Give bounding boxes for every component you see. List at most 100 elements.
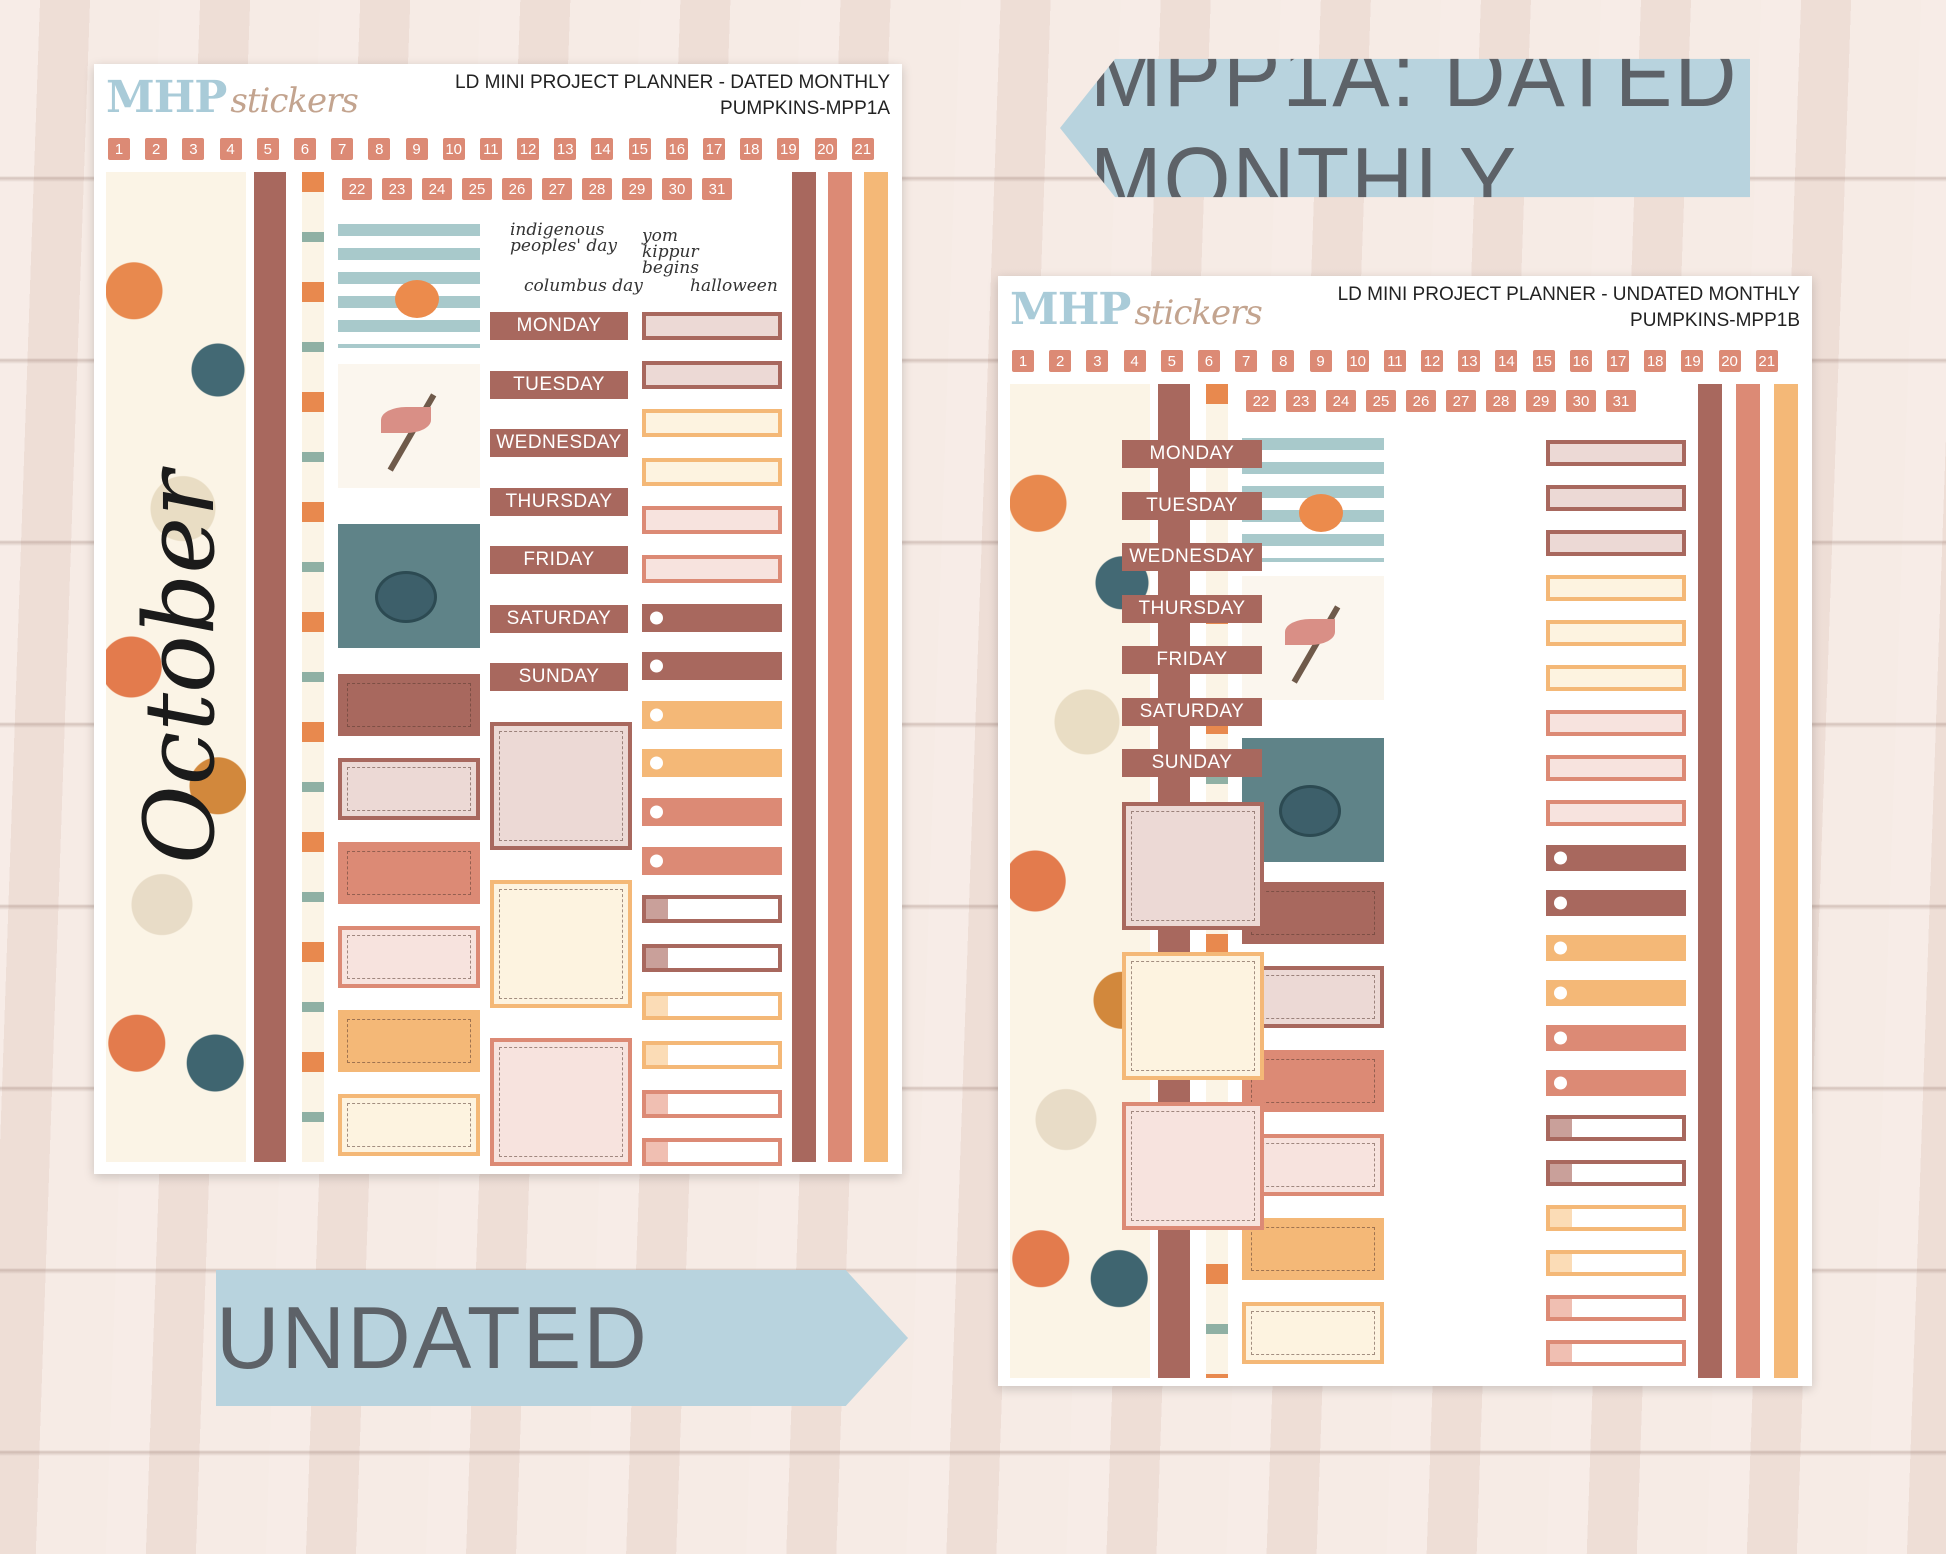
box-sticker bbox=[338, 842, 480, 904]
sheet-header: LD MINI PROJECT PLANNER - DATED MONTHLY … bbox=[455, 70, 890, 122]
date-number: 18 bbox=[740, 138, 763, 160]
box-dash bbox=[347, 683, 471, 727]
holiday-label: indigenous peoples' day bbox=[510, 220, 617, 256]
date-number: 1 bbox=[1012, 350, 1034, 372]
checklist-bar bbox=[1546, 440, 1686, 466]
date-number: 20 bbox=[1718, 350, 1741, 372]
weekday-label: THURSDAY bbox=[490, 487, 628, 516]
date-number: 10 bbox=[442, 138, 465, 160]
date-number: 16 bbox=[665, 138, 688, 160]
mini-box-bar bbox=[642, 943, 782, 972]
date-number: 15 bbox=[1532, 350, 1555, 372]
date-row-1: 1 2 3 4 5 6 7 8 9 10 11 12 13 14 15 16 17 18 19 20 21 bbox=[1012, 350, 1793, 372]
date-number: 22 bbox=[342, 178, 372, 200]
dot-bar bbox=[1546, 890, 1686, 916]
date-number: 23 bbox=[382, 178, 412, 200]
brand-logo: MHP stickers bbox=[1010, 284, 1263, 335]
box-dash bbox=[1251, 1311, 1375, 1355]
date-number: 13 bbox=[554, 138, 577, 160]
leaves-sticker bbox=[338, 364, 480, 488]
pumpkin-pattern-strip bbox=[106, 172, 246, 1162]
box-sticker bbox=[1242, 1302, 1384, 1364]
date-number: 15 bbox=[628, 138, 651, 160]
date-number: 26 bbox=[502, 178, 532, 200]
date-number: 7 bbox=[1235, 350, 1258, 372]
box-dash bbox=[347, 1103, 471, 1147]
date-number: 6 bbox=[1197, 350, 1220, 372]
checklist-bar bbox=[1546, 800, 1686, 826]
date-number: 14 bbox=[1495, 350, 1518, 372]
dot-bar bbox=[642, 652, 782, 681]
date-number: 25 bbox=[1366, 390, 1396, 412]
weekday-label: FRIDAY bbox=[1122, 646, 1262, 674]
box-dash bbox=[1131, 961, 1255, 1071]
checklist-bar bbox=[1546, 710, 1686, 736]
date-row-2: 22 23 24 25 26 27 28 29 30 31 bbox=[1246, 390, 1646, 412]
date-row-2: 22 23 24 25 26 27 28 29 30 31 bbox=[342, 178, 742, 200]
mini-box-bar bbox=[1546, 1160, 1686, 1186]
dot-bar bbox=[642, 749, 782, 778]
dot-bar bbox=[642, 798, 782, 826]
date-number: 11 bbox=[479, 138, 502, 160]
large-box-sticker bbox=[1122, 802, 1264, 930]
date-number: 27 bbox=[1446, 390, 1476, 412]
date-number: 28 bbox=[582, 178, 612, 200]
date-number: 13 bbox=[1458, 350, 1481, 372]
peach-vertical-bar bbox=[1774, 384, 1798, 1378]
mini-box-bar bbox=[1546, 1340, 1686, 1366]
pumpkin-stripe-sticker bbox=[338, 224, 480, 348]
mini-box-bar bbox=[1546, 1250, 1686, 1276]
mini-box bbox=[646, 996, 668, 1017]
checklist-bar bbox=[642, 312, 782, 340]
date-number: 9 bbox=[405, 138, 428, 160]
dot-bar bbox=[1546, 1070, 1686, 1096]
weekday-label: SUNDAY bbox=[490, 663, 628, 691]
weekday-label: WEDNESDAY bbox=[490, 429, 628, 457]
pumpkin-stripe-sticker bbox=[1242, 438, 1384, 562]
date-number: 21 bbox=[1755, 350, 1778, 372]
date-number: 12 bbox=[517, 138, 540, 160]
dot-bar bbox=[642, 603, 782, 632]
coral-vertical-bar bbox=[828, 172, 852, 1162]
mini-box bbox=[1550, 1164, 1572, 1182]
date-number: 24 bbox=[422, 178, 452, 200]
weekday-label: SUNDAY bbox=[1122, 749, 1262, 777]
large-box-sticker bbox=[1122, 952, 1264, 1080]
box-dash bbox=[499, 889, 623, 999]
box-dash bbox=[499, 1047, 623, 1157]
month-script: October bbox=[124, 471, 236, 864]
date-number: 8 bbox=[1272, 350, 1295, 372]
checklist-bar bbox=[642, 409, 782, 438]
sheet-title: LD MINI PROJECT PLANNER - UNDATED MONTHL… bbox=[1337, 284, 1800, 305]
date-number: 4 bbox=[219, 138, 242, 160]
checklist-bar bbox=[1546, 620, 1686, 646]
sheet-code: PUMPKINS-MPP1A bbox=[720, 98, 890, 119]
dot-bar bbox=[1546, 1025, 1686, 1051]
box-dash bbox=[1131, 811, 1255, 921]
narrow-pattern-strip bbox=[302, 172, 324, 1162]
holiday-label: columbus day bbox=[524, 276, 643, 296]
checklist-bar bbox=[642, 506, 782, 535]
date-number: 25 bbox=[462, 178, 492, 200]
date-number: 8 bbox=[368, 138, 391, 160]
box-sticker bbox=[338, 926, 480, 988]
label-dated-monthly: MPP1A: DATED MONTHLY bbox=[1060, 58, 1750, 198]
date-number: 5 bbox=[256, 138, 279, 160]
weekday-label: SATURDAY bbox=[490, 604, 628, 633]
large-box-sticker bbox=[1122, 1102, 1264, 1230]
box-dash bbox=[1131, 1111, 1255, 1221]
dot-bar bbox=[1546, 935, 1686, 961]
rose-vertical-bar bbox=[792, 172, 816, 1162]
date-number: 19 bbox=[1681, 350, 1704, 372]
mini-box-bar bbox=[642, 1041, 782, 1069]
date-number: 29 bbox=[1526, 390, 1556, 412]
mini-box bbox=[646, 1045, 668, 1065]
date-number: 4 bbox=[1123, 350, 1146, 372]
date-number: 17 bbox=[703, 138, 725, 160]
mini-box bbox=[646, 899, 668, 920]
dot-bar bbox=[642, 846, 782, 875]
mini-box-bar bbox=[642, 992, 782, 1021]
box-sticker bbox=[1242, 1134, 1384, 1196]
sheet-code: PUMPKINS-MPP1B bbox=[1630, 310, 1800, 331]
mini-box bbox=[646, 947, 668, 968]
